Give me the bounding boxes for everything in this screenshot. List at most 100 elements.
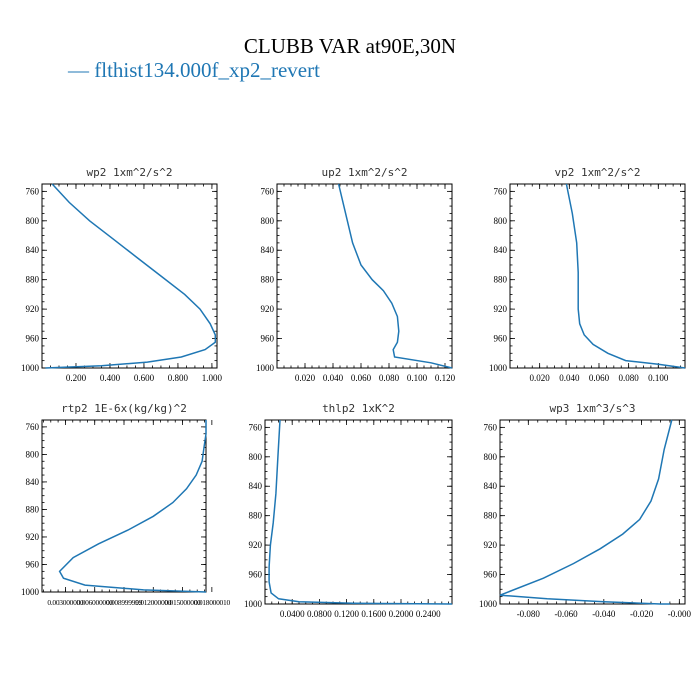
x-tick-label: -0.060 bbox=[554, 609, 578, 619]
y-tick-label: 840 bbox=[26, 477, 40, 487]
y-tick-label: 760 bbox=[249, 422, 263, 432]
subplot-3: vp2 1xm^2/s^2 760 800 840 880 920 960 1000 0.020… bbox=[489, 166, 686, 383]
y-tick-label: 760 bbox=[494, 186, 508, 196]
y-tick-label: 800 bbox=[249, 452, 263, 462]
x-tick-label: 0.600 bbox=[134, 373, 155, 383]
y-tick-label: 840 bbox=[249, 481, 263, 491]
x-tick-label: 0.060 bbox=[589, 373, 610, 383]
x-tick-label: 0.012000000 bbox=[135, 598, 172, 607]
x-tick-label: 0.800 bbox=[168, 373, 189, 383]
y-tick-label: 920 bbox=[249, 540, 263, 550]
plot-frame bbox=[509, 183, 686, 369]
series-line bbox=[268, 419, 453, 605]
y-tick-label: 920 bbox=[26, 304, 40, 314]
x-tick-label: 0.120 bbox=[435, 373, 456, 383]
y-tick-label: 960 bbox=[26, 559, 40, 569]
y-tick-label: 800 bbox=[26, 216, 40, 226]
y-tick-label: 960 bbox=[249, 570, 263, 580]
y-tick-label: 760 bbox=[26, 422, 40, 432]
subplot-title: rtp2 1E-6x(kg/kg)^2 bbox=[61, 402, 187, 415]
y-tick-label: 880 bbox=[26, 504, 40, 514]
subplot-title: wp2 1xm^2/s^2 bbox=[86, 166, 172, 179]
series-line bbox=[499, 419, 673, 605]
plot-frame bbox=[41, 183, 218, 369]
series-line bbox=[58, 420, 207, 593]
y-tick-label: 800 bbox=[261, 216, 275, 226]
plot-frame bbox=[499, 419, 686, 605]
subplot-2: up2 1xm^2/s^2 760 800 840 880 920 960 1000 0.020… bbox=[256, 166, 456, 383]
subplot-title: thlp2 1xK^2 bbox=[322, 402, 395, 415]
x-tick-label: 0.003000000 bbox=[47, 598, 84, 607]
x-tick-label: -0.040 bbox=[592, 609, 616, 619]
y-tick-label: 880 bbox=[494, 275, 508, 285]
y-tick-label: 1000 bbox=[21, 587, 40, 597]
y-tick-label: 960 bbox=[261, 334, 275, 344]
x-tick-label: 0.006000000 bbox=[77, 598, 114, 607]
y-tick-label: 880 bbox=[249, 511, 263, 521]
x-tick-label: 0.060 bbox=[351, 373, 372, 383]
x-tick-label: 0.0800 bbox=[307, 609, 332, 619]
x-tick-label: 0.020 bbox=[295, 373, 316, 383]
y-tick-label: 920 bbox=[494, 304, 508, 314]
x-tick-label: 0.1600 bbox=[361, 609, 386, 619]
plot-frame bbox=[276, 183, 453, 369]
y-tick-label: 1000 bbox=[489, 363, 508, 373]
x-tick-label: 0.400 bbox=[100, 373, 121, 383]
x-tick-label: -0.020 bbox=[630, 609, 654, 619]
y-tick-label: 960 bbox=[484, 570, 498, 580]
y-tick-label: 840 bbox=[261, 245, 275, 255]
plot-frame bbox=[41, 419, 207, 593]
subplot-1: wp2 1xm^2/s^2 760 800 840 880 920 960 1000 0.200… bbox=[21, 166, 223, 383]
subplot-title: vp2 1xm^2/s^2 bbox=[554, 166, 640, 179]
y-tick-label: 920 bbox=[26, 532, 40, 542]
x-tick-label: 0.080 bbox=[619, 373, 640, 383]
x-tick-label: 0.0400 bbox=[280, 609, 305, 619]
y-tick-label: 840 bbox=[26, 245, 40, 255]
y-tick-label: 1000 bbox=[21, 363, 40, 373]
y-tick-label: 800 bbox=[26, 449, 40, 459]
y-tick-label: 1000 bbox=[244, 599, 263, 609]
x-tick-label: 0.100 bbox=[648, 373, 669, 383]
legend-entry: — flthist134.000f_xp2_revert bbox=[68, 58, 320, 82]
x-tick-label: 0.2000 bbox=[389, 609, 414, 619]
y-tick-label: 840 bbox=[494, 245, 508, 255]
series-line bbox=[45, 183, 217, 369]
y-tick-label: 920 bbox=[484, 540, 498, 550]
x-tick-label: 0.2400 bbox=[416, 609, 441, 619]
subplot-title: up2 1xm^2/s^2 bbox=[321, 166, 407, 179]
y-tick-label: 760 bbox=[484, 422, 498, 432]
x-tick-label: 0.018000010 bbox=[194, 598, 231, 607]
y-tick-label: 960 bbox=[494, 334, 508, 344]
x-tick-label: 0.040 bbox=[559, 373, 580, 383]
figure-title: CLUBB VAR at90E,30N bbox=[243, 34, 457, 58]
y-tick-label: 960 bbox=[26, 334, 40, 344]
y-tick-label: 880 bbox=[484, 511, 498, 521]
y-tick-label: 880 bbox=[261, 275, 275, 285]
subplot-4: rtp2 1E-6x(kg/kg)^2 760 800 840 880 920 960 100… bbox=[21, 402, 231, 607]
subplot-title: wp3 1xm^3/s^3 bbox=[549, 402, 635, 415]
x-tick-label: 1.000 bbox=[202, 373, 223, 383]
x-tick-label: 0.100 bbox=[407, 373, 428, 383]
y-tick-label: 1000 bbox=[479, 599, 498, 609]
y-tick-label: 880 bbox=[26, 275, 40, 285]
x-tick-label: 0.1200 bbox=[334, 609, 359, 619]
x-tick-label: 0.200 bbox=[66, 373, 87, 383]
y-tick-label: 800 bbox=[494, 216, 508, 226]
plot-frame bbox=[264, 419, 453, 605]
y-tick-label: 760 bbox=[261, 186, 275, 196]
x-tick-label: 0.020 bbox=[530, 373, 551, 383]
y-tick-label: 1000 bbox=[256, 363, 275, 373]
x-tick-label: 0.008999999 bbox=[106, 598, 143, 607]
x-tick-label: -0.080 bbox=[517, 609, 541, 619]
x-tick-label: -0.000 bbox=[668, 609, 692, 619]
x-tick-label: 0.080 bbox=[379, 373, 400, 383]
x-tick-label: 0.015000000 bbox=[165, 598, 202, 607]
series-line bbox=[565, 183, 686, 369]
y-tick-label: 840 bbox=[484, 481, 498, 491]
y-tick-label: 920 bbox=[261, 304, 275, 314]
x-tick-label: 0.040 bbox=[323, 373, 344, 383]
y-tick-label: 760 bbox=[26, 186, 40, 196]
y-tick-label: 800 bbox=[484, 452, 498, 462]
